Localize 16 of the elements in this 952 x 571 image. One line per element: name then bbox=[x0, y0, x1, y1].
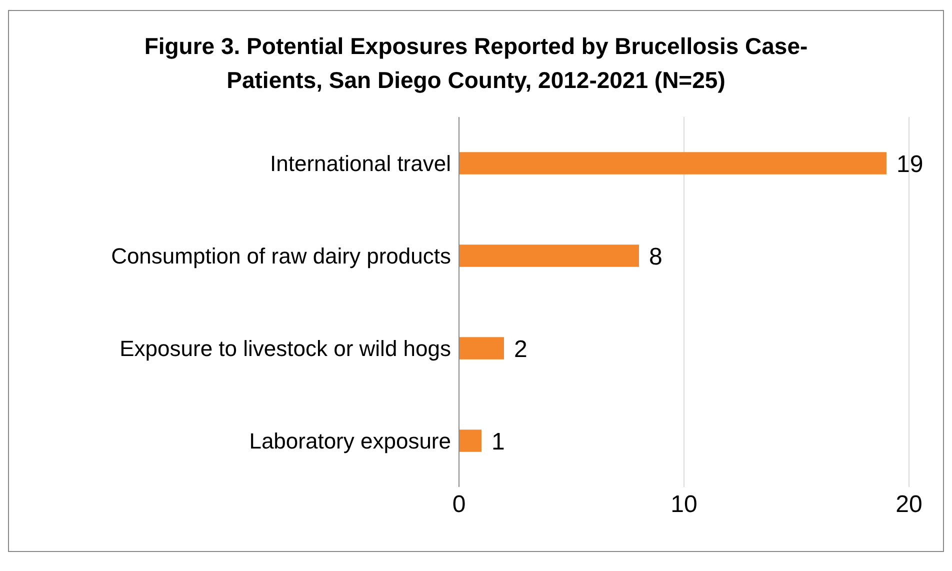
bar bbox=[459, 244, 639, 267]
chart-title: Figure 3. Potential Exposures Reported by Brucellosis Case-Patients, San Diego County, 2012-2021 (N=25) bbox=[143, 32, 809, 95]
x-tick-label: 20 bbox=[896, 491, 922, 518]
y-tick-label: Consumption of raw dairy products bbox=[111, 244, 451, 269]
y-tick-label: Exposure to livestock or wild hogs bbox=[120, 336, 451, 362]
bar bbox=[459, 337, 504, 360]
data-label: 19 bbox=[896, 150, 924, 178]
bar bbox=[459, 152, 886, 174]
data-label: 1 bbox=[492, 428, 505, 456]
data-label: 8 bbox=[649, 243, 662, 270]
y-tick-label: International travel bbox=[270, 151, 451, 176]
data-label: 2 bbox=[514, 336, 528, 363]
x-tick-label: 10 bbox=[670, 491, 698, 518]
x-tick-label: 0 bbox=[452, 491, 466, 518]
y-tick-label: Laboratory exposure bbox=[249, 428, 451, 454]
bar bbox=[459, 430, 482, 452]
